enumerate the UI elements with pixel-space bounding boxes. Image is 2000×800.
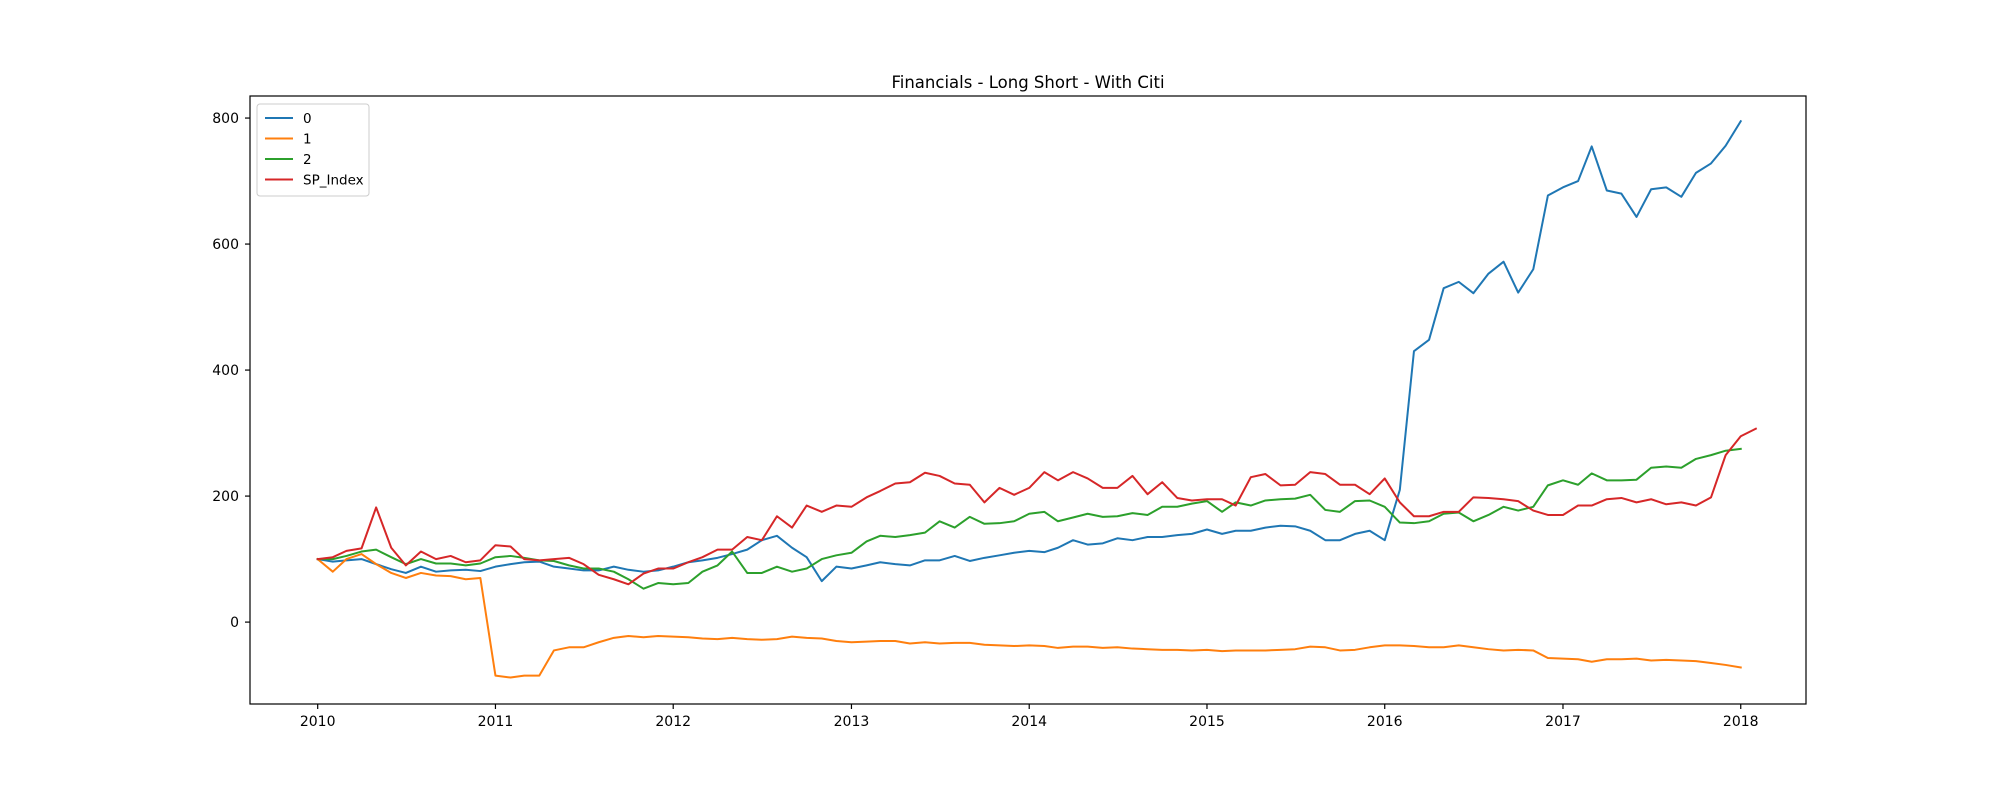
y-tick-label: 0 — [230, 615, 239, 631]
x-tick-label: 2012 — [655, 714, 691, 730]
legend-label-1: 1 — [303, 132, 312, 148]
series-layer — [316, 119, 1758, 679]
x-tick-label: 2017 — [1545, 714, 1581, 730]
series-line-2 — [316, 447, 1742, 590]
x-tick-label: 2018 — [1723, 714, 1759, 730]
y-tick-label: 400 — [212, 363, 239, 379]
x-tick-label: 2016 — [1367, 714, 1403, 730]
legend-label-2: 2 — [303, 152, 312, 168]
series-line-1 — [316, 553, 1742, 679]
x-tick-label: 2011 — [478, 714, 514, 730]
y-tick-label: 200 — [212, 489, 239, 505]
chart-title: Financials - Long Short - With Citi — [891, 73, 1164, 92]
x-tick-label: 2010 — [300, 714, 336, 730]
series-line-0 — [316, 119, 1743, 583]
y-tick-label: 800 — [212, 111, 239, 127]
y-tick-label: 600 — [212, 237, 239, 253]
axis-layer: 2010 2011 2012 2013 2014 2015 2016 2017 2018 0 200… — [212, 111, 1758, 730]
legend-frame — [256, 103, 370, 197]
legend: 0 1 2 SP_Index — [256, 103, 370, 197]
series-line-SP_Index — [316, 427, 1758, 586]
legend-label-0: 0 — [303, 111, 312, 127]
plot-area-frame — [249, 95, 1807, 705]
x-tick-label: 2014 — [1011, 714, 1047, 730]
x-tick-label: 2015 — [1189, 714, 1225, 730]
legend-label-SP_Index: SP_Index — [303, 173, 364, 189]
x-tick-label: 2013 — [834, 714, 870, 730]
